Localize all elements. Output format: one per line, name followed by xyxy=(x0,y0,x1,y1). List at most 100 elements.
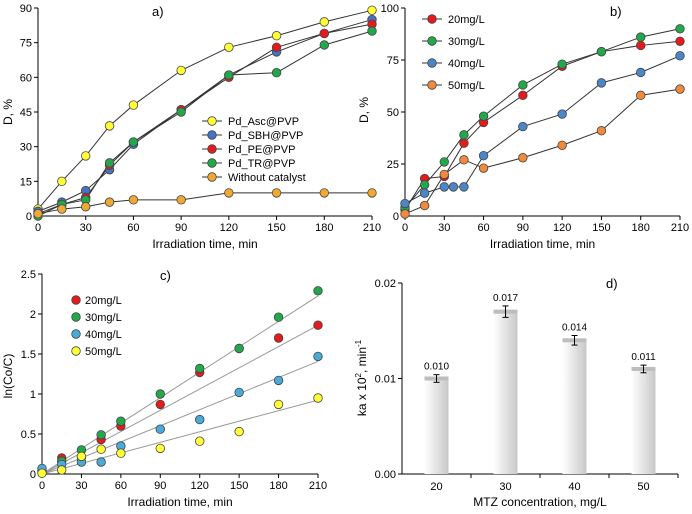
data-point xyxy=(557,140,567,150)
x-tick-label: 60 xyxy=(477,222,489,234)
x-tick-label: 120 xyxy=(553,222,571,234)
data-point xyxy=(128,195,139,205)
x-tick-label: 30 xyxy=(75,480,87,492)
y-tick-label: 100 xyxy=(381,3,399,15)
data-point xyxy=(439,169,449,180)
legend-entry: 20mg/L xyxy=(448,14,485,26)
data-point xyxy=(271,31,282,41)
panel-a-chart: 0 30 60 90 120 150 180 210 0 15 30 45 60 75 90 Irradiat… xyxy=(1,3,381,251)
y-tick-label: 0.02 xyxy=(375,278,396,290)
data-point xyxy=(224,42,234,52)
data-point xyxy=(319,188,329,198)
legend-marker xyxy=(207,144,217,154)
legend-entry: 20mg/L xyxy=(85,295,122,307)
panel-label: b) xyxy=(610,4,622,19)
series-line xyxy=(37,23,373,215)
data-point xyxy=(128,100,139,110)
x-tick-label: 210 xyxy=(363,222,381,234)
y-tick-label: 1.5 xyxy=(21,349,36,361)
trend-line xyxy=(41,399,319,475)
legend-entry: 30mg/L xyxy=(85,312,122,324)
data-point xyxy=(96,430,106,440)
x-tick-label: 30 xyxy=(438,222,450,234)
legend-entry: 40mg/L xyxy=(448,58,485,70)
y-axis-title: D, % xyxy=(357,97,371,123)
data-point xyxy=(313,393,323,403)
data-point xyxy=(596,78,607,88)
data-label: 0.014 xyxy=(562,323,587,334)
data-point xyxy=(234,426,244,437)
x-tick-label: 180 xyxy=(632,222,650,234)
x-axis-title: Irradiation time, min xyxy=(152,237,257,251)
y-axis-title: D, % xyxy=(1,99,15,125)
data-point xyxy=(319,28,329,39)
legend-marker xyxy=(71,329,81,339)
legend-entry: Pd_SBH@PVP xyxy=(228,130,303,142)
data-point xyxy=(57,204,67,214)
data-point xyxy=(313,320,323,330)
y-tick-label: 15 xyxy=(20,176,32,188)
data-label: 0.017 xyxy=(493,293,518,304)
data-point xyxy=(518,80,528,90)
x-tick-label: 90 xyxy=(517,222,529,234)
y-tick-label: 0 xyxy=(393,211,399,223)
data-point xyxy=(128,137,139,147)
data-point xyxy=(518,121,528,132)
data-point xyxy=(557,109,567,119)
panel-b-chart: 0 30 60 90 120 150 180 210 0 25 50 75 100 Irradiation… xyxy=(357,3,689,251)
data-point xyxy=(155,443,165,454)
data-point xyxy=(104,158,115,168)
series-line xyxy=(37,192,372,215)
data-point xyxy=(518,90,528,101)
data-point xyxy=(557,59,567,69)
data-point xyxy=(448,182,459,192)
data-point xyxy=(419,188,430,198)
x-tick-label: 210 xyxy=(671,222,689,234)
x-tick-label: 60 xyxy=(127,222,139,234)
y-tick-label: 50 xyxy=(387,107,399,119)
x-tick-label: 40 xyxy=(568,481,580,493)
y-tick-label: 25 xyxy=(387,159,399,171)
data-point xyxy=(271,42,282,52)
series-line xyxy=(404,55,681,204)
data-point xyxy=(116,448,126,458)
data-point xyxy=(459,182,469,192)
data-point xyxy=(155,424,165,434)
legend-entry: Pd_TR@PVP xyxy=(228,158,295,170)
legend-marker xyxy=(207,172,217,182)
legend-marker xyxy=(427,80,437,90)
data-point xyxy=(176,107,186,117)
x-tick-label: 150 xyxy=(592,222,610,234)
data-point xyxy=(459,155,469,165)
legend-entry: 30mg/L xyxy=(448,36,485,48)
bar xyxy=(562,340,587,474)
data-point xyxy=(57,465,67,475)
y-axis-title-tail: , min xyxy=(355,347,369,373)
data-point xyxy=(675,84,685,94)
x-tick-label: 90 xyxy=(154,480,166,492)
data-point xyxy=(313,286,323,296)
data-point xyxy=(96,457,106,467)
data-point xyxy=(234,387,244,398)
data-point xyxy=(273,312,284,322)
data-point xyxy=(367,188,377,198)
y-tick-label: 0.00 xyxy=(375,469,396,481)
series-line xyxy=(404,88,681,215)
x-tick-label: 120 xyxy=(191,480,209,492)
x-tick-label: 120 xyxy=(220,222,238,234)
x-tick-label: 180 xyxy=(269,480,287,492)
data-point xyxy=(195,363,205,374)
x-tick-label: 20 xyxy=(430,481,442,493)
data-point xyxy=(176,65,186,76)
data-point xyxy=(273,333,284,343)
y-tick-label: 45 xyxy=(20,107,32,119)
data-point xyxy=(116,416,126,426)
data-point xyxy=(675,36,685,46)
data-point xyxy=(478,150,489,161)
data-point xyxy=(636,90,646,101)
data-point xyxy=(176,195,186,205)
panel-d-chart: 0.00 0.01 0.02 0.010 20 0.017 30 0.014 40 0.011 50… xyxy=(354,276,679,509)
y-axis-title-main: ka x 10 xyxy=(355,377,369,416)
y-axis-title: ln(Co/C) xyxy=(1,354,15,399)
